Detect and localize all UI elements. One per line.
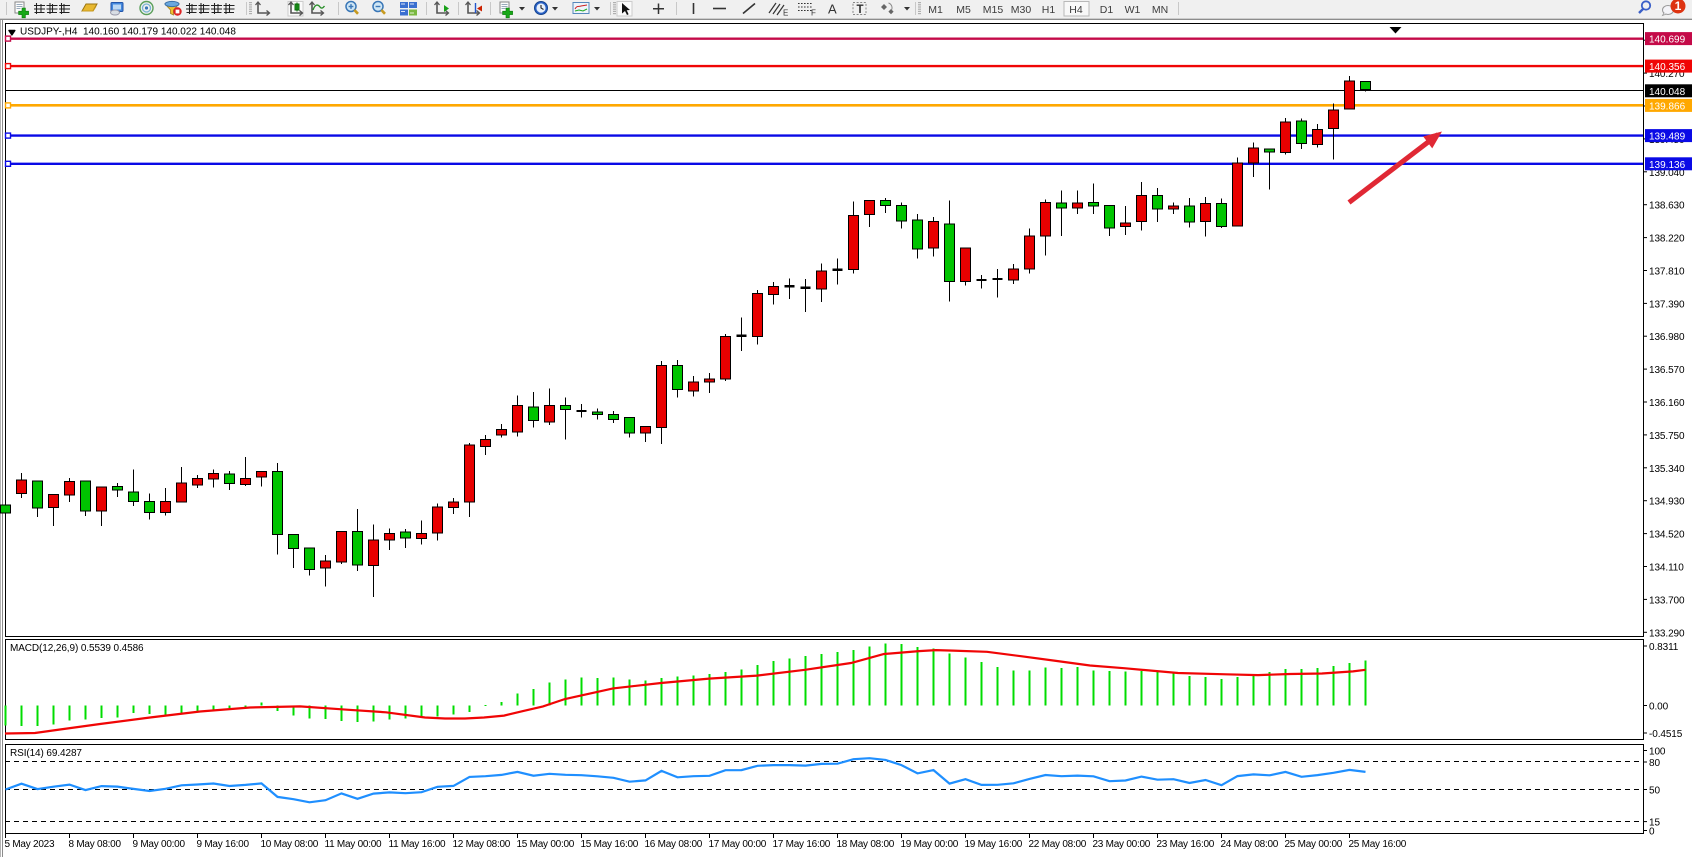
svg-text:100: 100 xyxy=(1649,747,1666,758)
svg-text:134.930: 134.930 xyxy=(1649,497,1685,508)
svg-text:135.750: 135.750 xyxy=(1649,431,1685,442)
svg-text:140.048: 140.048 xyxy=(1649,87,1686,98)
svg-text:15 May 00:00: 15 May 00:00 xyxy=(517,839,575,850)
svg-text:9 May 16:00: 9 May 16:00 xyxy=(197,839,250,850)
svg-text:MACD(12,26,9) 0.5539 0.4586: MACD(12,26,9) 0.5539 0.4586 xyxy=(10,643,144,654)
svg-text:139.866: 139.866 xyxy=(1649,101,1686,112)
svg-text:136.570: 136.570 xyxy=(1649,365,1685,376)
svg-text:16 May 08:00: 16 May 08:00 xyxy=(645,839,703,850)
svg-text:-0.4515: -0.4515 xyxy=(1649,729,1683,740)
svg-text:0.8311: 0.8311 xyxy=(1649,642,1679,653)
svg-text:M15: M15 xyxy=(983,4,1004,16)
svg-text:24 May 08:00: 24 May 08:00 xyxy=(1221,839,1279,850)
svg-text:8 May 08:00: 8 May 08:00 xyxy=(69,839,122,850)
svg-text:H1: H1 xyxy=(1042,4,1056,16)
svg-text:80: 80 xyxy=(1649,758,1660,769)
svg-text:M1: M1 xyxy=(928,4,943,16)
svg-text:25 May 00:00: 25 May 00:00 xyxy=(1285,839,1343,850)
svg-text:11 May 00:00: 11 May 00:00 xyxy=(325,839,383,850)
svg-text:138.220: 138.220 xyxy=(1649,234,1685,245)
svg-text:137.810: 137.810 xyxy=(1649,267,1685,278)
svg-text:138.630: 138.630 xyxy=(1649,201,1685,212)
svg-text:15 May 16:00: 15 May 16:00 xyxy=(581,839,639,850)
svg-text:E: E xyxy=(783,9,788,18)
svg-text:H4: H4 xyxy=(1069,4,1083,16)
svg-text:135.340: 135.340 xyxy=(1649,464,1685,475)
svg-text:134.110: 134.110 xyxy=(1649,563,1684,574)
svg-text:25 May 16:00: 25 May 16:00 xyxy=(1349,839,1407,850)
svg-text:136.160: 136.160 xyxy=(1649,398,1685,409)
svg-text:22 May 08:00: 22 May 08:00 xyxy=(1029,839,1087,850)
svg-text:W1: W1 xyxy=(1125,4,1141,16)
svg-text:17 May 00:00: 17 May 00:00 xyxy=(709,839,767,850)
svg-text:140.356: 140.356 xyxy=(1649,62,1686,73)
svg-text:139.489: 139.489 xyxy=(1649,132,1686,143)
svg-text:134.520: 134.520 xyxy=(1649,530,1685,541)
svg-text:140.270: 140.270 xyxy=(1649,69,1685,80)
svg-text:133.700: 133.700 xyxy=(1649,595,1685,606)
svg-text:T: T xyxy=(857,4,864,16)
svg-text:19 May 16:00: 19 May 16:00 xyxy=(965,839,1023,850)
svg-text:0.00: 0.00 xyxy=(1649,702,1669,713)
svg-text:17 May 16:00: 17 May 16:00 xyxy=(773,839,831,850)
svg-text:10 May 08:00: 10 May 08:00 xyxy=(261,839,319,850)
svg-text:23 May 16:00: 23 May 16:00 xyxy=(1157,839,1215,850)
svg-text:RSI(14) 69.4287: RSI(14) 69.4287 xyxy=(10,748,82,759)
svg-text:D1: D1 xyxy=(1100,4,1114,16)
svg-text:1: 1 xyxy=(1675,0,1682,13)
svg-text:M5: M5 xyxy=(956,4,971,16)
svg-text:136.980: 136.980 xyxy=(1649,332,1685,343)
svg-text:133.290: 133.290 xyxy=(1649,628,1685,639)
svg-text:15: 15 xyxy=(1649,818,1660,829)
svg-text:9 May 00:00: 9 May 00:00 xyxy=(133,839,186,850)
svg-text:12 May 08:00: 12 May 08:00 xyxy=(453,839,511,850)
svg-text:139.136: 139.136 xyxy=(1649,160,1686,171)
svg-text:137.390: 137.390 xyxy=(1649,299,1685,310)
svg-text:MN: MN xyxy=(1152,4,1168,16)
svg-text:23 May 00:00: 23 May 00:00 xyxy=(1093,839,1151,850)
svg-text:139.040: 139.040 xyxy=(1649,168,1685,179)
svg-text:F: F xyxy=(811,9,816,18)
svg-text:5 May 2023: 5 May 2023 xyxy=(5,839,55,850)
svg-text:140.699: 140.699 xyxy=(1649,35,1686,46)
svg-text:18 May 08:00: 18 May 08:00 xyxy=(837,839,895,850)
svg-text:USDJPY-,H4 140.160 140.179 14: USDJPY-,H4 140.160 140.179 140.022 140.0… xyxy=(20,27,236,38)
svg-text:0: 0 xyxy=(1649,827,1655,838)
svg-text:M30: M30 xyxy=(1011,4,1032,16)
svg-text:A: A xyxy=(828,2,837,17)
svg-text:50: 50 xyxy=(1649,786,1660,797)
svg-text:11 May 16:00: 11 May 16:00 xyxy=(389,839,447,850)
svg-text:19 May 00:00: 19 May 00:00 xyxy=(901,839,959,850)
